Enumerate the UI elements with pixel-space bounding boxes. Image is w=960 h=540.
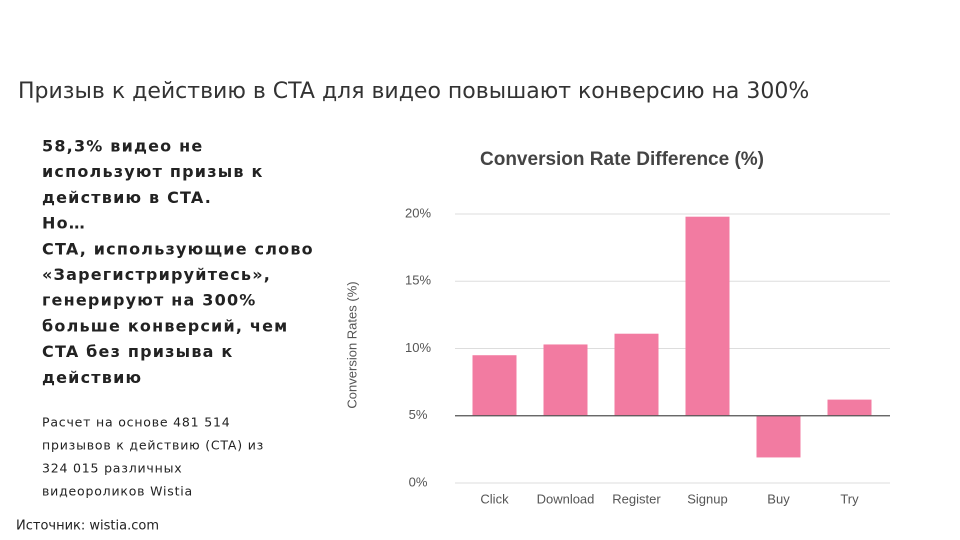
body-text: генерируют на 300% bbox=[42, 291, 257, 310]
body-text: действию в CTA. bbox=[42, 188, 212, 207]
x-tick-label: Click bbox=[480, 491, 509, 506]
x-tick-label: Register bbox=[612, 491, 661, 506]
x-tick-label: Buy bbox=[767, 491, 790, 506]
note-text: видеороликов Wistia bbox=[42, 484, 193, 499]
body-text: CTA без призыва к bbox=[42, 342, 234, 361]
y-tick-label: 15% bbox=[405, 273, 431, 288]
y-tick-label: 10% bbox=[405, 340, 431, 355]
bar bbox=[685, 216, 730, 416]
x-tick-label: Try bbox=[840, 491, 859, 506]
bar bbox=[614, 333, 659, 416]
note-text: призывов к действию (CTA) из bbox=[42, 438, 264, 453]
bar bbox=[756, 415, 801, 458]
chart-title: Conversion Rate Difference (%) bbox=[480, 149, 764, 170]
x-tick-label: Signup bbox=[687, 491, 727, 506]
body-text: больше конверсий, чем bbox=[42, 316, 288, 335]
body-text: «Зарегистрируйтесь», bbox=[42, 265, 271, 284]
y-tick-label: 5% bbox=[409, 407, 428, 422]
body-text: 58,3% видео не bbox=[42, 137, 203, 156]
bar bbox=[827, 399, 872, 416]
bar bbox=[543, 344, 588, 416]
y-tick-label: 20% bbox=[405, 205, 431, 220]
note-text: Расчет на основе 481 514 bbox=[42, 415, 230, 430]
y-tick-label: 0% bbox=[409, 474, 428, 489]
x-tick-label: Download bbox=[537, 491, 595, 506]
bar bbox=[472, 355, 517, 416]
body-text: действию bbox=[42, 368, 142, 387]
body-text: CTA, использующие слово bbox=[42, 239, 314, 258]
note-text: 324 015 различных bbox=[42, 461, 182, 476]
body-text: Но… bbox=[42, 214, 86, 233]
body-text: используют призыв к bbox=[42, 162, 264, 181]
source: Источник: wistia.com bbox=[16, 519, 159, 534]
y-axis-label: Conversion Rates (%) bbox=[344, 281, 359, 408]
slide-title: Призыв к действию в CTA для видео повыша… bbox=[18, 79, 809, 104]
